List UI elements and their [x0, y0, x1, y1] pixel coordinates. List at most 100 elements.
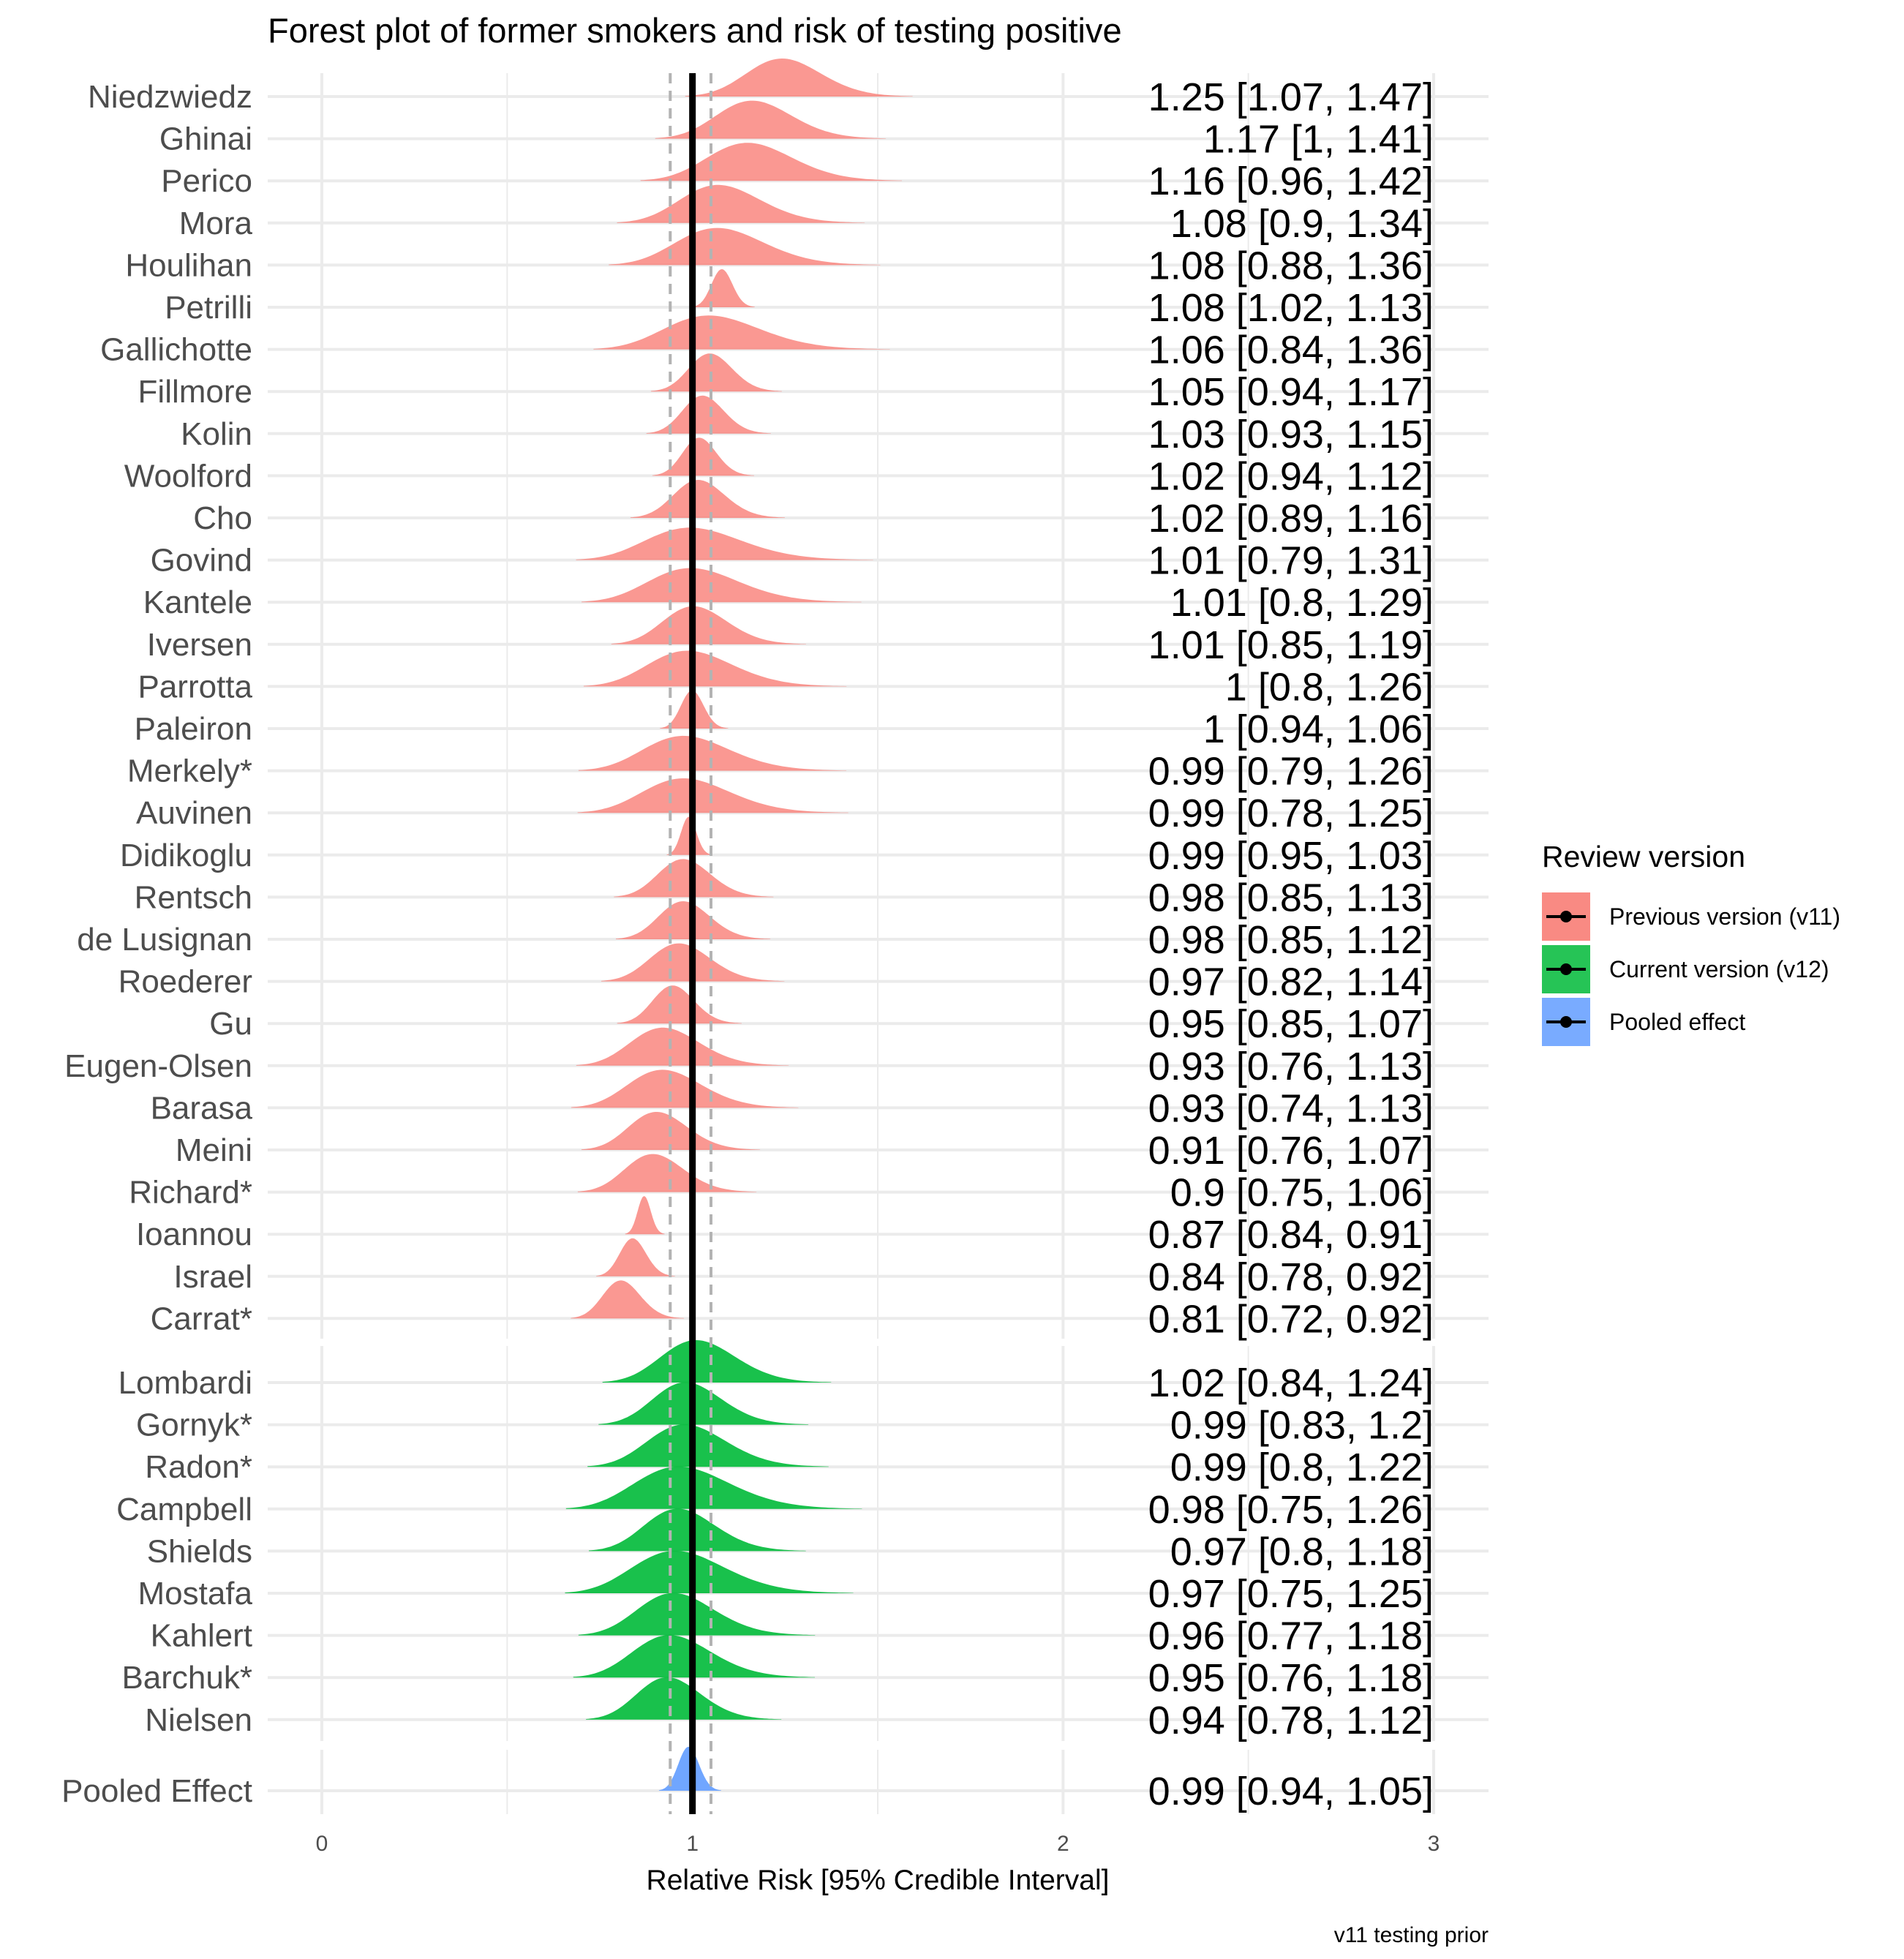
estimate-label: 0.87 [0.84, 0.91] [1148, 1213, 1434, 1257]
estimate-label: 1.08 [0.9, 1.34] [1170, 202, 1434, 246]
study-label: Mostafa [138, 1576, 252, 1612]
study-label: Houlihan [125, 247, 252, 283]
study-label: Niedzwiedz [88, 79, 252, 115]
estimate-label: 0.97 [0.8, 1.18] [1170, 1530, 1434, 1573]
study-label: Israel [173, 1259, 252, 1295]
density-ridge [652, 437, 754, 476]
study-label: Carrat* [151, 1301, 252, 1336]
study-label: Richard* [129, 1175, 252, 1211]
study-label: Eugen-Olsen [64, 1048, 252, 1084]
estimate-label: 1.02 [0.89, 1.16] [1148, 497, 1434, 541]
estimate-label: 0.97 [0.75, 1.25] [1148, 1572, 1434, 1616]
estimate-label: 0.93 [0.74, 1.13] [1148, 1086, 1434, 1130]
study-label: Gornyk* [136, 1407, 252, 1443]
study-label: Ghinai [159, 121, 252, 157]
estimate-label: 0.84 [0.78, 0.92] [1148, 1255, 1434, 1299]
study-labels: Niedzwiedz Ghinai Perico Mora Houlihan Petril… [61, 79, 252, 1809]
estimate-label: 1 [0.94, 1.06] [1203, 707, 1434, 751]
legend-point [1560, 1016, 1572, 1028]
study-label: Gu [209, 1006, 252, 1042]
study-label: Gallichotte [100, 332, 252, 368]
density-ridge [617, 985, 742, 1024]
density-ridge [596, 1238, 675, 1276]
study-label: Perico [161, 163, 252, 199]
study-label: de Lusignan [77, 922, 252, 958]
estimate-label: 0.97 [0.82, 1.14] [1148, 960, 1434, 1004]
density-ridge [577, 778, 848, 813]
legend-label: Current version (v12) [1609, 956, 1829, 982]
caption: v11 testing prior [1334, 1923, 1489, 1947]
density-ridge [598, 1382, 809, 1425]
estimate-label: 0.96 [0.77, 1.18] [1148, 1614, 1434, 1658]
density-ridge [602, 1340, 832, 1383]
estimate-label: 1.01 [0.8, 1.29] [1170, 581, 1434, 625]
density-ridge [611, 606, 806, 644]
density-ridge [571, 1069, 799, 1108]
study-label: Merkely* [127, 753, 252, 789]
study-label: Woolford [124, 458, 252, 494]
x-tick-label: 3 [1428, 1832, 1440, 1856]
legend-point [1560, 963, 1572, 975]
density-ridge [578, 735, 846, 771]
reference-lines [669, 73, 712, 1814]
x-tick-label: 1 [686, 1832, 699, 1856]
estimate-label: 0.9 [0.75, 1.06] [1170, 1171, 1434, 1215]
estimate-label: 0.99 [0.79, 1.26] [1148, 750, 1434, 794]
study-label: Petrilli [165, 290, 252, 326]
density-ridge [565, 1466, 862, 1509]
study-label: Kolin [181, 416, 252, 452]
study-label: Pooled Effect [61, 1773, 252, 1809]
density-ridge [583, 650, 847, 687]
legend-label: Pooled effect [1609, 1009, 1745, 1035]
study-label: Kantele [143, 584, 252, 620]
study-label: Radon* [145, 1449, 252, 1485]
estimate-label: 1.05 [0.94, 1.17] [1148, 370, 1434, 414]
legend: Review version Previous version (v11) Cur… [1542, 840, 1840, 1046]
density-ridge [589, 1508, 806, 1552]
density-ridge [578, 1593, 816, 1636]
estimate-label: 1.01 [0.79, 1.31] [1148, 539, 1434, 583]
legend-point [1560, 911, 1572, 922]
estimate-label: 1.08 [1.02, 1.13] [1148, 286, 1434, 330]
estimate-label: 1.03 [0.93, 1.15] [1148, 413, 1434, 456]
density-ridge [571, 1280, 685, 1319]
estimate-label: 0.98 [0.85, 1.13] [1148, 876, 1434, 920]
estimate-label: 1 [0.8, 1.26] [1225, 665, 1434, 709]
study-label: Ioannou [136, 1217, 252, 1252]
density-ridge [691, 269, 755, 307]
x-tick-label: 0 [316, 1832, 328, 1856]
density-ridge [576, 527, 873, 560]
estimate-label: 0.99 [0.8, 1.22] [1170, 1445, 1434, 1489]
density-ridge [586, 1677, 782, 1720]
study-label: Fillmore [138, 374, 252, 410]
study-label: Campbell [116, 1492, 252, 1527]
study-label: Cho [193, 500, 252, 536]
density-ridge [640, 143, 902, 181]
estimate-label: 0.95 [0.76, 1.18] [1148, 1656, 1434, 1700]
legend-title: Review version [1542, 840, 1745, 873]
estimate-label: 0.99 [0.94, 1.05] [1148, 1770, 1434, 1813]
study-label: Lombardi [118, 1365, 252, 1401]
density-ridge [625, 1196, 665, 1235]
density-ridge [646, 395, 771, 434]
estimate-label: 0.99 [0.78, 1.25] [1148, 792, 1434, 835]
density-ridge [685, 59, 913, 97]
estimate-label: 0.98 [0.85, 1.12] [1148, 918, 1434, 962]
estimate-label: 1.01 [0.85, 1.19] [1148, 623, 1434, 667]
density-ridge [582, 568, 862, 603]
study-label: Iversen [147, 627, 252, 663]
estimate-label: 0.99 [0.83, 1.2] [1170, 1404, 1434, 1448]
estimate-label: 1.06 [0.84, 1.36] [1148, 328, 1434, 372]
study-label: Auvinen [136, 795, 252, 831]
study-label: Barchuk* [121, 1660, 252, 1696]
estimate-label: 0.94 [0.78, 1.12] [1148, 1699, 1434, 1742]
estimate-label: 1.17 [1, 1.41] [1203, 118, 1434, 162]
x-tick-label: 2 [1057, 1832, 1069, 1856]
legend-label: Previous version (v11) [1609, 903, 1840, 930]
density-ridge [655, 100, 887, 139]
study-label: Govind [151, 543, 252, 579]
study-label: Barasa [151, 1090, 253, 1126]
estimate-label: 0.93 [0.76, 1.13] [1148, 1045, 1434, 1088]
estimate-label: 0.99 [0.95, 1.03] [1148, 834, 1434, 878]
